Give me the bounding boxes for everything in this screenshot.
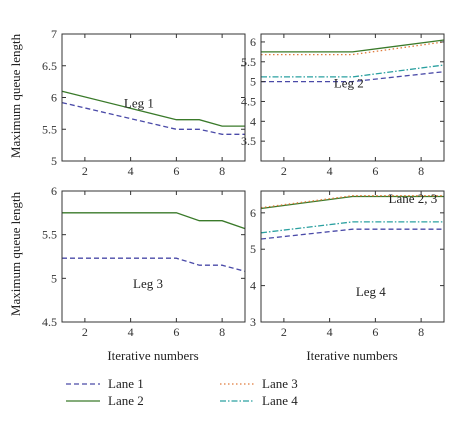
legend-label-lane-3: Lane 3 — [262, 376, 298, 391]
x-tick-label: 6 — [372, 164, 378, 178]
legend-label-lane-4: Lane 4 — [262, 393, 298, 408]
x-tick-label: 8 — [219, 325, 225, 339]
x-tick-label: 4 — [327, 325, 333, 339]
x-axis-label-left: Iterative numbers — [107, 348, 198, 363]
legend-entry-lane-3: Lane 3 — [220, 376, 298, 391]
x-tick-label: 4 — [327, 164, 333, 178]
x-tick-label: 2 — [82, 325, 88, 339]
x-tick-label: 6 — [173, 325, 179, 339]
y-tick-label: 6 — [250, 206, 256, 220]
legend-entry-lane-1: Lane 1 — [66, 376, 144, 391]
y-tick-label: 5.5 — [241, 55, 256, 69]
y-tick-label: 3.5 — [241, 134, 256, 148]
panel-2-annotation: Leg 2 — [334, 75, 364, 90]
y-axis-label-bottom: Maximum queue length — [8, 191, 23, 316]
y-tick-label: 7 — [51, 27, 57, 41]
y-tick-label: 6 — [51, 91, 57, 105]
y-tick-label: 5 — [250, 242, 256, 256]
panel-2-series-lane-3 — [261, 41, 445, 56]
x-tick-label: 8 — [418, 164, 424, 178]
panel-2-frame — [260, 33, 445, 162]
panel-1-series-lane-1 — [61, 101, 245, 135]
y-tick-label: 4 — [250, 114, 256, 128]
x-tick-label: 2 — [82, 164, 88, 178]
y-tick-label: 6 — [250, 35, 256, 49]
x-tick-label: 6 — [173, 164, 179, 178]
y-tick-label: 3 — [250, 315, 256, 329]
panel-2: 2 4 6 8 3.5 4 4.5 5 5.5 6 Leg 2 — [241, 33, 445, 178]
panel-2-series-lane-1 — [261, 71, 445, 83]
panel-4-series-lane-2 — [260, 195, 444, 210]
legend-entry-lane-4: Lane 4 — [220, 393, 298, 408]
panel-3-frame — [61, 190, 246, 323]
x-tick-label: 4 — [128, 164, 134, 178]
y-tick-label: 5.5 — [42, 122, 57, 136]
x-tick-label: 4 — [128, 325, 134, 339]
x-axis-label-right: Iterative numbers — [306, 348, 397, 363]
panel-4-series-lane-3 — [260, 195, 444, 209]
panel-3: 2 4 6 8 4.5 5 5.5 6 Leg 3 — [42, 184, 246, 339]
y-axis-label-top: Maximum queue length — [8, 33, 23, 158]
y-tick-label: 4.5 — [241, 94, 256, 108]
y-tick-label: 5 — [250, 75, 256, 89]
panel-2-series-lane-2 — [261, 39, 445, 53]
legend: Lane 1 Lane 2 Lane 3 Lane 4 — [66, 376, 298, 408]
legend-label-lane-1: Lane 1 — [108, 376, 144, 391]
panel-4-frame — [260, 190, 445, 323]
panel-4-series-lane-1 — [260, 228, 444, 240]
panel-4-series-lane-4 — [260, 221, 444, 234]
legend-label-lane-2: Lane 2 — [108, 393, 144, 408]
panel-4-annotation: Leg 4 — [356, 284, 386, 299]
x-tick-label: 8 — [418, 325, 424, 339]
panel-3-series-lane-2 — [62, 212, 246, 230]
panel-1-annotation: Leg 1 — [124, 96, 154, 111]
y-tick-label: 5 — [51, 271, 57, 285]
x-tick-label: 2 — [281, 164, 287, 178]
panel-4-annotation-lanes: Lane 2, 3 — [389, 191, 438, 206]
y-tick-label: 4 — [250, 279, 256, 293]
panel-1: 2 4 6 8 5 5.5 6 6.5 7 Leg 1 — [42, 27, 246, 178]
legend-entry-lane-2: Lane 2 — [66, 393, 144, 408]
panel-4: 2 4 6 8 3 4 5 6 Leg 4 Lane 2, 3 — [250, 190, 445, 339]
panel-3-annotation: Leg 3 — [133, 276, 163, 291]
panel-3-series-lane-1 — [62, 257, 246, 272]
y-tick-label: 6.5 — [42, 59, 57, 73]
y-tick-label: 4.5 — [42, 315, 57, 329]
x-tick-label: 6 — [372, 325, 378, 339]
x-tick-label: 8 — [219, 164, 225, 178]
panel-2-series-lane-4 — [261, 64, 445, 78]
x-tick-label: 2 — [281, 325, 287, 339]
y-tick-label: 5.5 — [42, 228, 57, 242]
y-tick-label: 6 — [51, 184, 57, 198]
y-tick-label: 5 — [51, 154, 57, 168]
panel-1-series-lane-2 — [61, 90, 245, 127]
